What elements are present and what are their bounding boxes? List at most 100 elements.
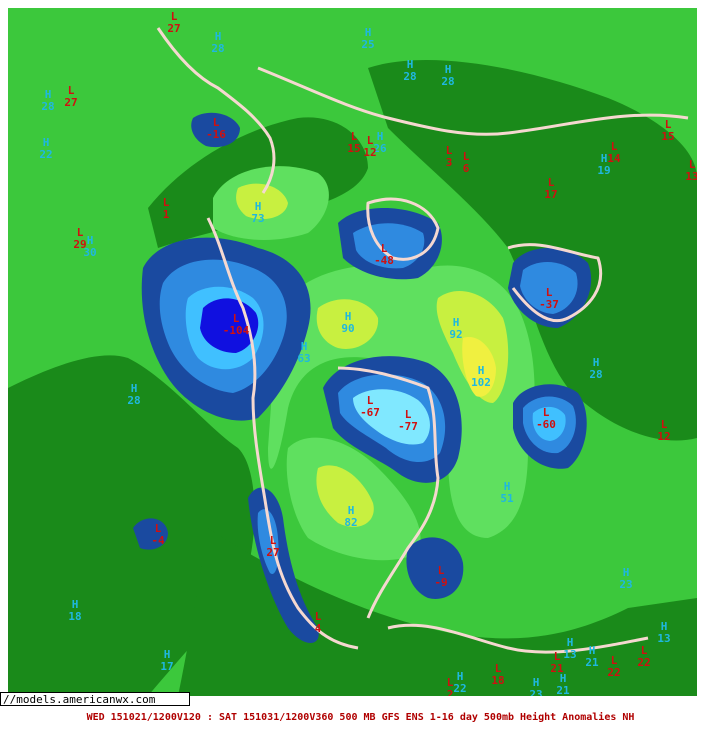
high-letter: H xyxy=(45,88,52,101)
low-marker: L22 xyxy=(637,644,650,669)
high-letter: H xyxy=(87,234,94,247)
low-marker: L-104 xyxy=(223,312,250,337)
low-marker: L29 xyxy=(73,226,86,251)
high-value: 21 xyxy=(585,656,599,669)
low-letter: L xyxy=(548,176,555,189)
low-value: 22 xyxy=(637,656,650,669)
high-letter: H xyxy=(345,310,352,323)
high-value: 17 xyxy=(160,660,173,673)
low-letter: L xyxy=(381,242,388,255)
low-letter: L xyxy=(233,312,240,325)
high-value: 26 xyxy=(373,142,387,155)
low-letter: L xyxy=(438,564,445,577)
low-value: 15 xyxy=(661,130,674,143)
high-value: 90 xyxy=(341,322,354,335)
low-value: -9 xyxy=(434,576,447,589)
low-marker: L27 xyxy=(64,84,77,109)
high-letter: H xyxy=(215,30,222,43)
high-letter: H xyxy=(589,644,596,657)
low-value: 2 xyxy=(447,688,454,696)
low-letter: L xyxy=(270,534,277,547)
trough-pacific-dark xyxy=(133,518,168,550)
high-value: 102 xyxy=(471,376,491,389)
low-value: 22 xyxy=(607,666,620,679)
coast-caribbean xyxy=(387,623,649,654)
low-value: -60 xyxy=(536,418,556,431)
high-letter: H xyxy=(623,566,630,579)
high-letter: H xyxy=(72,598,79,611)
low-value: 29 xyxy=(73,238,86,251)
low-marker: L4 xyxy=(315,610,322,635)
low-letter: L xyxy=(446,144,453,157)
low-marker: L-16 xyxy=(206,116,226,141)
low-value: -67 xyxy=(360,406,380,419)
trough-europe-mid xyxy=(520,262,578,314)
low-value: 18 xyxy=(491,674,504,687)
high-value: 28 xyxy=(41,100,54,113)
low-marker: L15 xyxy=(347,130,360,155)
high-marker: H82 xyxy=(344,504,357,529)
low-marker: L2 xyxy=(447,676,454,696)
high-marker: H90 xyxy=(341,310,354,335)
low-value: -48 xyxy=(374,254,394,267)
low-letter: L xyxy=(665,118,672,131)
high-letter: H xyxy=(567,636,574,649)
high-letter: H xyxy=(301,340,308,353)
low-value: 12 xyxy=(363,146,376,159)
high-marker: H26 xyxy=(373,130,387,155)
anomaly-band-deep-green xyxy=(8,355,255,696)
low-letter: L xyxy=(543,406,550,419)
high-letter: H xyxy=(43,136,50,149)
low-marker: L-60 xyxy=(536,406,556,431)
low-value: 1 xyxy=(163,208,170,221)
low-value: 13 xyxy=(685,170,697,183)
high-letter: H xyxy=(593,356,600,369)
low-letter: L xyxy=(367,394,374,407)
low-marker: L3 xyxy=(446,144,453,169)
high-value: 28 xyxy=(589,368,602,381)
low-marker: L27 xyxy=(266,534,279,559)
low-value: -4 xyxy=(151,534,165,547)
low-marker: L22 xyxy=(607,654,620,679)
high-marker: H28 xyxy=(589,356,602,381)
high-letter: H xyxy=(377,130,384,143)
high-marker: H73 xyxy=(251,200,264,225)
low-marker: L27 xyxy=(167,10,180,35)
high-marker: H28 xyxy=(127,382,140,407)
high-marker: H28 xyxy=(441,63,454,88)
high-value: 18 xyxy=(68,610,81,623)
high-letter: H xyxy=(533,676,540,689)
low-marker: L-9 xyxy=(434,564,447,589)
low-value: 17 xyxy=(544,188,557,201)
high-letter: H xyxy=(445,63,452,76)
anomaly-map: H 28 H 25 H 28 H 28 H 28 H 22 H 26 H 19 H 73 H 30 H 90 H 92 H 63 H… xyxy=(8,8,697,696)
low-letter: L xyxy=(351,130,358,143)
coast-asia xyxy=(257,66,689,136)
low-value: -77 xyxy=(398,420,418,433)
low-value: 4 xyxy=(315,622,322,635)
high-value: 21 xyxy=(556,684,570,696)
anomaly-band-yellow-green-ak xyxy=(236,183,288,220)
low-marker: L15 xyxy=(661,118,674,143)
high-value: 82 xyxy=(344,516,357,529)
anomaly-band-yellow-green xyxy=(316,299,379,349)
anomaly-band-yellow-green-us xyxy=(316,465,374,527)
high-marker: H25 xyxy=(361,26,374,51)
high-marker: H22 xyxy=(39,136,52,161)
low-letter: L xyxy=(163,196,170,209)
high-marker: H28 xyxy=(211,30,224,55)
high-marker: H21 xyxy=(585,644,599,669)
low-letter: L xyxy=(463,150,470,163)
trough-siberia-mid xyxy=(353,223,425,269)
high-marker: H22 xyxy=(453,670,466,695)
low-marker: L18 xyxy=(491,662,504,687)
high-marker: H28 xyxy=(41,88,54,113)
low-letter: L xyxy=(77,226,84,239)
low-letter: L xyxy=(155,522,162,535)
anomaly-band-yellow xyxy=(462,337,496,397)
high-letter: H xyxy=(407,58,414,71)
low-marker: L-77 xyxy=(398,408,418,433)
low-value: 27 xyxy=(266,546,279,559)
